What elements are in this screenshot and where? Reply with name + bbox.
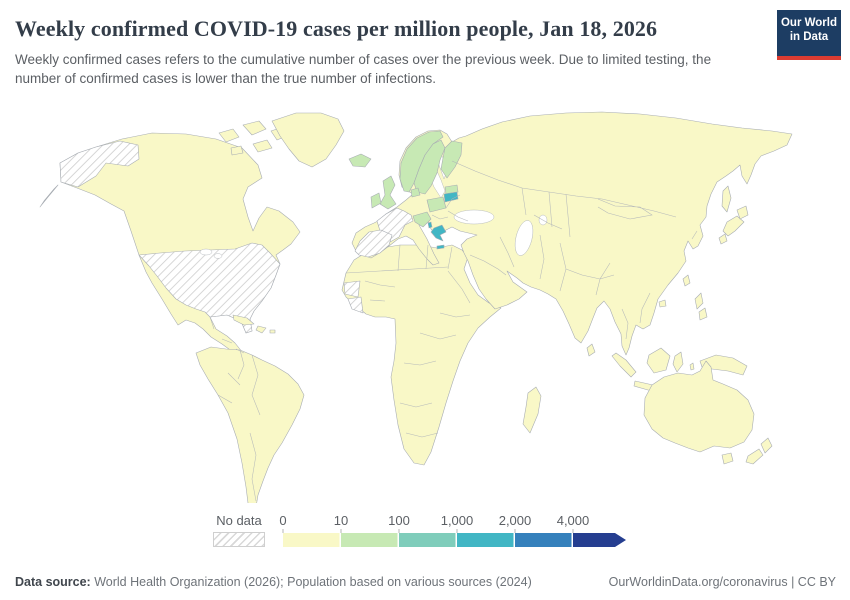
country-cote-divoire[interactable] [347,296,364,314]
owid-logo-line1: Our World [780,17,837,29]
country-hispaniola[interactable] [255,325,267,334]
legend-no-data-swatch[interactable] [213,532,265,547]
country-sri-lanka[interactable] [586,343,596,357]
country-tasmania[interactable] [721,452,734,465]
owid-logo[interactable]: Our World in Data [777,10,841,60]
country-western-sahara[interactable] [343,280,361,298]
legend-no-data-label: No data [216,513,262,528]
country-sweden[interactable] [413,139,446,195]
credit-link[interactable]: OurWorldinData.org/coronavirus | CC BY [608,575,836,589]
legend-color-segment[interactable] [573,533,626,547]
world-map[interactable] [0,103,850,503]
legend-tick-label: 100 [388,513,410,528]
owid-logo-line2: in Data [789,31,829,43]
legend-tick-label: 4,000 [557,513,590,528]
country-crete[interactable] [436,244,445,250]
country-finland[interactable] [440,140,463,179]
country-greenland[interactable] [271,112,345,168]
country-new-zealand[interactable] [745,437,773,465]
legend-color-segment[interactable] [283,533,340,547]
legend-color-segment[interactable] [515,533,572,547]
country-hainan[interactable] [658,299,667,308]
legend-no-data[interactable]: No data [213,513,265,547]
country-spain-portugal[interactable] [354,229,393,258]
country-taiwan[interactable] [682,274,691,287]
country-alaska-aleutians[interactable] [39,184,59,208]
country-sakhalin[interactable] [721,185,732,213]
great-lakes [199,248,213,256]
country-ireland[interactable] [370,192,382,209]
legend-color-segment[interactable] [341,533,398,547]
legend-color-segment[interactable] [399,533,456,547]
country-border-lines [209,160,698,502]
legend-tick-label: 1,000 [441,513,474,528]
country-lithuania[interactable] [443,191,459,203]
chart-subtitle: Weekly confirmed cases refers to the cum… [15,52,712,86]
country-australia[interactable] [643,360,755,453]
chart-title: Weekly confirmed COVID-19 cases per mill… [15,16,658,41]
data-source-label: Data source: [15,575,91,589]
country-puerto-rico[interactable] [269,329,276,334]
country-greece[interactable] [430,224,447,242]
legend-color-scale[interactable]: 0 10 100 1,000 2,000 4,000 [277,513,657,557]
country-alaska[interactable] [59,140,140,188]
country-canada-arctic-islands[interactable] [218,120,290,156]
country-philippines[interactable] [694,292,708,321]
data-source-text: World Health Organization (2026); Popula… [90,575,532,589]
country-united-kingdom[interactable] [379,175,397,210]
legend-tick-label: 0 [279,513,286,528]
map-legend: No data 0 10 100 1,000 2,000 4,000 [0,513,850,559]
country-japan[interactable] [718,205,749,245]
legend-tick-label: 10 [334,513,348,528]
country-denmark[interactable] [410,187,421,198]
caspian-sea [514,220,534,256]
country-united-states[interactable] [138,242,281,334]
country-albania[interactable] [427,221,433,229]
legend-tick-label: 2,000 [499,513,532,528]
country-austria-croatia[interactable] [412,211,432,228]
chart-footer: Data source: World Health Organization (… [0,566,850,600]
country-south-america[interactable] [195,346,305,503]
black-sea [453,209,495,225]
great-lakes-2 [213,253,223,259]
country-cuba[interactable] [232,314,255,326]
country-madagascar[interactable] [522,386,542,434]
data-source-note: Data source: World Health Organization (… [15,575,532,589]
legend-color-segment[interactable] [457,533,514,547]
country-latvia[interactable] [444,184,459,195]
country-iceland[interactable] [348,153,372,168]
